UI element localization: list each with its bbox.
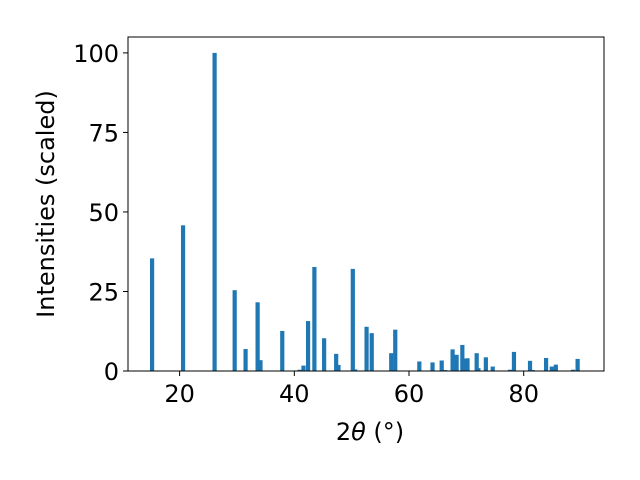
bar <box>232 290 237 371</box>
bar <box>301 365 306 371</box>
bar <box>312 266 317 371</box>
bar <box>483 357 488 371</box>
bar <box>364 326 369 371</box>
plot-background <box>128 37 604 371</box>
y-ticks: 0 25 50 75 100 <box>73 40 128 386</box>
bar <box>553 364 558 371</box>
bar <box>297 369 302 371</box>
bar <box>280 330 285 371</box>
bar <box>575 358 580 371</box>
bar <box>450 349 455 371</box>
x-axis-label-unit: (°) <box>366 418 404 446</box>
bar <box>527 360 533 371</box>
bar <box>334 353 339 371</box>
y-tick-label: 100 <box>73 40 119 68</box>
bar <box>454 354 459 371</box>
bar <box>490 366 495 371</box>
bar <box>462 358 467 371</box>
bar <box>336 364 341 371</box>
bar <box>474 353 479 371</box>
y-tick-label: 75 <box>88 119 119 147</box>
x-tick-label: 80 <box>508 380 539 408</box>
bar <box>305 321 311 371</box>
y-tick-label: 25 <box>88 278 119 306</box>
bar <box>369 333 374 371</box>
bar <box>393 329 398 371</box>
bar <box>460 344 465 371</box>
x-tick-label: 60 <box>394 380 425 408</box>
x-tick-label: 20 <box>164 380 195 408</box>
bar <box>149 258 155 371</box>
y-axis-label: Intensities (scaled) <box>32 90 60 318</box>
bar <box>507 369 513 371</box>
y-tick-label: 50 <box>88 199 119 227</box>
bar <box>417 361 422 371</box>
y-tick-label: 0 <box>104 358 119 386</box>
bar <box>511 351 517 371</box>
bar <box>543 357 549 371</box>
x-axis-label-prefix: 2 <box>336 418 351 446</box>
x-axis-label: 2θ (°) <box>336 418 404 446</box>
x-ticks: 20 40 60 80 <box>164 371 539 408</box>
bar <box>350 268 355 371</box>
bar <box>570 369 576 371</box>
bar <box>439 360 444 371</box>
bar <box>322 338 327 371</box>
bar <box>465 358 470 371</box>
bar <box>212 52 217 372</box>
bar <box>430 362 435 371</box>
bar <box>258 360 263 371</box>
bar <box>389 353 394 371</box>
bar <box>243 349 248 371</box>
bar <box>549 366 554 371</box>
bar <box>255 302 260 371</box>
bar <box>353 369 358 371</box>
x-tick-label: 40 <box>279 380 310 408</box>
x-axis-label-theta: θ <box>351 418 366 446</box>
plot-frame <box>127 36 605 372</box>
bar <box>476 368 481 371</box>
bar <box>180 225 186 371</box>
